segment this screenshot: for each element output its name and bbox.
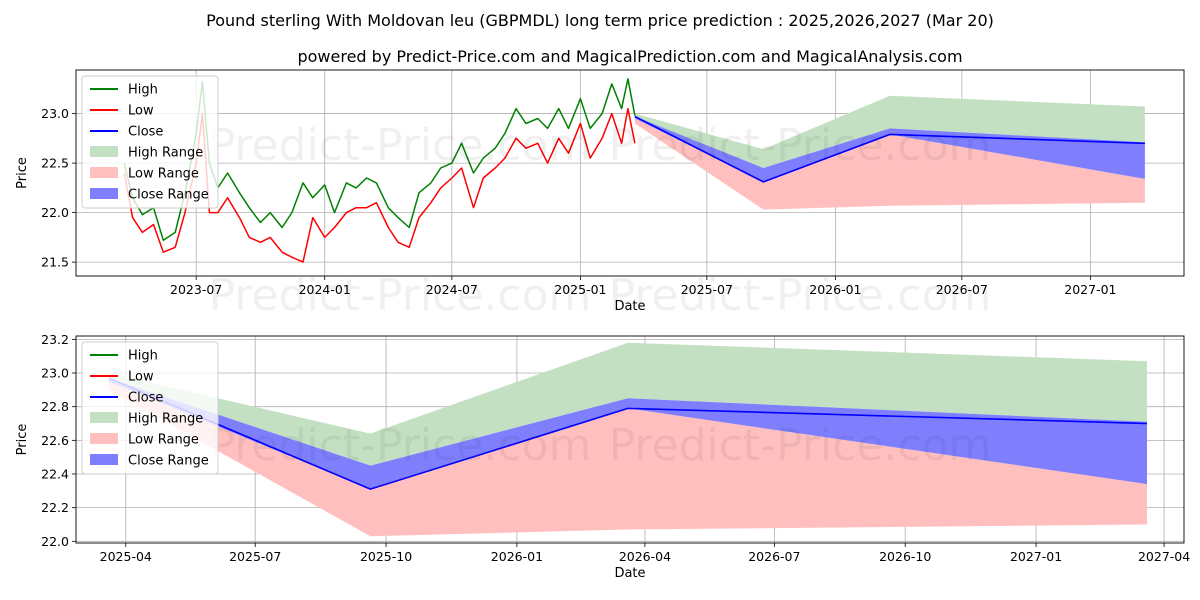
- high-range-band: [634, 95, 1145, 168]
- legend-label: Close: [128, 391, 163, 406]
- close-range-band: [108, 378, 1148, 490]
- y-tick-label: 22.8: [41, 399, 69, 414]
- y-tick-label: 22.0: [41, 534, 69, 549]
- legend-label: Low Range: [128, 167, 199, 182]
- legend: High Low Close High Range Low Range Close Ran…: [81, 75, 219, 209]
- close-forecast-line: [634, 115, 1145, 183]
- x-tick-label: 2025-07: [681, 282, 733, 297]
- x-tick-label: 2025-01: [554, 282, 606, 297]
- legend-label: High: [128, 83, 158, 98]
- y-axis-label: Price: [15, 157, 30, 189]
- bottom-panel: 2025-04 2025-07 2025-10 2026-01 2026-04 2026-…: [15, 332, 1190, 581]
- chart-subtitle: powered by Predict-Price.com and Magical…: [297, 47, 962, 66]
- watermark: Predict-Price.com: [209, 420, 592, 471]
- x-tick-label: 2026-01: [809, 282, 861, 297]
- x-tick-label: 2024-07: [426, 282, 478, 297]
- x-tick-label: 2025-10: [360, 549, 412, 564]
- legend-label: High Range: [128, 146, 203, 161]
- low-range-band: [108, 381, 1148, 537]
- x-tick-label: 2026-10: [879, 549, 931, 564]
- legend: High Low Close High Range Low Range Close Ran…: [81, 341, 219, 475]
- chart-title: Pound sterling With Moldovan leu (GBPMDL…: [206, 11, 994, 30]
- x-tick-label: 2026-01: [491, 549, 543, 564]
- legend-label: Close: [128, 125, 163, 140]
- low-range-band: [634, 118, 1145, 210]
- legend-label: Low: [128, 370, 154, 385]
- close-forecast-line: [108, 377, 1148, 490]
- watermark: Predict-Price.com: [209, 270, 592, 321]
- x-tick-label: 2024-01: [299, 282, 351, 297]
- x-tick-label: 2025-07: [229, 549, 281, 564]
- y-tick-label: 23.2: [41, 332, 69, 347]
- x-tick-label: 2025-04: [100, 549, 152, 564]
- axes-frame: [75, 69, 1185, 277]
- legend-label: High: [128, 349, 158, 364]
- x-tick-label: 2026-07: [936, 282, 988, 297]
- watermark: Predict-Price.com: [609, 420, 992, 471]
- y-tick-label: 22.0: [41, 205, 69, 220]
- x-tick-label: 2027-01: [1010, 549, 1062, 564]
- y-tick-label: 22.2: [41, 500, 69, 515]
- legend-label: High Range: [128, 412, 203, 427]
- y-tick-label: 23.0: [41, 366, 69, 381]
- top-panel: 2023-07 2024-01 2024-07 2025-01 2025-07 2026-…: [15, 69, 1185, 321]
- plot-area: [108, 342, 1148, 537]
- legend-label: Close Range: [128, 188, 209, 203]
- legend-swatch: [90, 146, 118, 157]
- x-tick-label: 2026-04: [619, 549, 671, 564]
- legend-swatch: [90, 412, 118, 423]
- legend-swatch: [90, 433, 118, 444]
- y-tick-label: 22.5: [41, 156, 69, 171]
- y-tick-label: 23.0: [41, 106, 69, 121]
- close-range-band: [634, 116, 1145, 182]
- high-range-band: [108, 342, 1148, 466]
- watermark: Predict-Price.com: [609, 120, 992, 171]
- y-tick-label: 22.4: [41, 467, 69, 482]
- x-tick-label: 2027-04: [1138, 549, 1190, 564]
- legend-swatch: [90, 167, 118, 178]
- y-axis-label: Price: [15, 424, 30, 456]
- legend-label: Low: [128, 104, 154, 119]
- legend-swatch: [90, 188, 118, 199]
- axes-frame: [75, 335, 1185, 544]
- watermark: Predict-Price.com: [609, 270, 992, 321]
- y-tick-label: 21.5: [41, 255, 69, 270]
- x-tick-label: 2023-07: [170, 282, 222, 297]
- legend-label: Low Range: [128, 433, 199, 448]
- x-axis-label: Date: [614, 566, 645, 581]
- x-axis-label: Date: [614, 299, 645, 314]
- y-tick-label: 22.6: [41, 433, 69, 448]
- legend-label: Close Range: [128, 454, 209, 469]
- legend-swatch: [90, 454, 118, 465]
- x-tick-label: 2027-01: [1064, 282, 1116, 297]
- x-tick-label: 2026-07: [748, 549, 800, 564]
- watermark: Predict-Price.com: [209, 120, 592, 171]
